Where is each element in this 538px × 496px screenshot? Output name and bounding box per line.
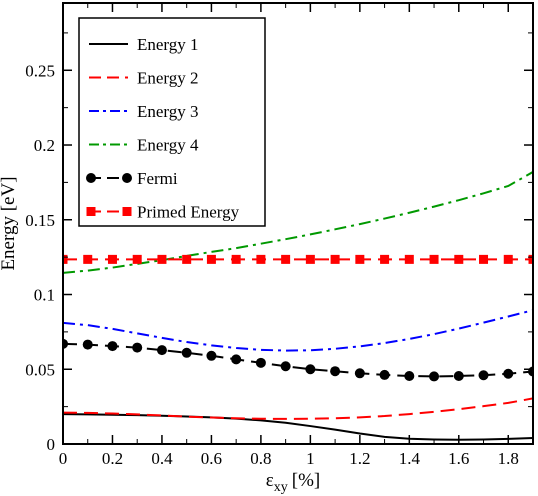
legend-label-energy-4: Energy 4	[137, 136, 199, 155]
data-point-fermi	[231, 354, 242, 365]
data-point-primed-energy	[454, 254, 464, 264]
data-point-fermi	[379, 369, 390, 380]
data-point-fermi	[107, 341, 118, 352]
y-tick-label: 0.15	[25, 211, 55, 230]
data-point-fermi	[305, 364, 316, 375]
data-point-primed-energy	[528, 254, 533, 264]
data-point-fermi	[181, 347, 192, 358]
y-tick-label: 0.25	[25, 61, 55, 80]
data-point-fermi	[429, 371, 440, 382]
legend-marker-fermi	[86, 173, 96, 183]
data-point-primed-energy	[404, 254, 414, 264]
data-point-primed-energy	[479, 254, 489, 264]
data-point-fermi	[156, 345, 167, 356]
data-point-fermi	[82, 339, 93, 350]
legend-marker-primed-energy	[122, 207, 132, 216]
x-axis-label-unit: [%]	[292, 470, 320, 491]
data-point-primed-energy	[256, 254, 266, 264]
plot-frame	[62, 2, 534, 445]
x-tick-label: 1.4	[399, 449, 421, 468]
legend-marker-fermi	[122, 173, 132, 183]
legend-label-primed-energy: Primed Energy	[137, 203, 240, 222]
series-line-energy-1	[63, 413, 533, 441]
x-tick-label: 1.8	[498, 449, 519, 468]
data-point-primed-energy	[429, 254, 439, 264]
data-point-primed-energy	[206, 254, 216, 264]
axis-ticks	[62, 3, 534, 445]
data-point-fermi	[330, 366, 341, 377]
data-point-fermi	[206, 350, 217, 361]
data-point-primed-energy	[107, 254, 117, 264]
data-point-fermi	[132, 342, 143, 353]
data-point-primed-energy	[355, 254, 365, 264]
data-point-fermi	[404, 370, 415, 381]
legend-label-energy-2: Energy 2	[137, 69, 199, 88]
series-line-fermi	[63, 342, 533, 378]
legend-box	[78, 17, 266, 227]
data-point-primed-energy	[503, 254, 513, 264]
series-line-energy-3	[63, 309, 533, 352]
data-point-primed-energy	[182, 254, 192, 264]
x-tick-label: 1.2	[349, 449, 370, 468]
legend-marker-primed-energy	[86, 207, 96, 216]
data-point-fermi	[63, 338, 68, 349]
data-point-fermi	[255, 357, 266, 368]
x-axis-label-sub: xy	[274, 480, 288, 495]
data-point-primed-energy	[305, 254, 315, 264]
data-point-fermi	[503, 368, 514, 379]
data-point-primed-energy	[380, 254, 390, 264]
x-tick-label: 1.6	[448, 449, 469, 468]
x-tick-label: 0	[59, 449, 68, 468]
x-tick-label: 0.4	[151, 449, 173, 468]
data-point-primed-energy	[330, 254, 340, 264]
data-point-primed-energy	[231, 254, 241, 264]
data-point-fermi	[354, 368, 365, 379]
x-axis-label-main: ε	[266, 470, 274, 491]
y-axis-label: Energy [eV]	[0, 176, 19, 270]
x-tick-label: 0.8	[250, 449, 271, 468]
x-axis-label: εxy [%]	[266, 470, 320, 495]
data-point-primed-energy	[63, 254, 68, 264]
y-tick-label: 0	[47, 435, 56, 454]
data-point-primed-energy	[83, 254, 93, 264]
y-tick-labels: 0 0.05 0.1 0.15 0.2 0.25	[25, 61, 55, 454]
y-tick-label: 0.05	[25, 360, 55, 379]
series-line-energy-2	[63, 397, 533, 420]
data-point-primed-energy	[281, 254, 291, 264]
legend-label-energy-1: Energy 1	[137, 35, 199, 54]
series-layer	[63, 171, 533, 441]
data-point-fermi	[280, 361, 291, 372]
data-point-primed-energy	[132, 254, 142, 264]
y-tick-label: 0.1	[34, 286, 55, 305]
x-tick-label: 1	[306, 449, 315, 468]
legend-label-fermi: Fermi	[137, 169, 178, 188]
x-tick-label: 0.2	[102, 449, 123, 468]
data-point-fermi	[453, 370, 464, 381]
legend: Energy 1 Energy 2 Energy 3 Energy 4 Fermi Pri…	[78, 17, 266, 227]
data-point-fermi	[478, 370, 489, 381]
x-tick-label: 0.6	[201, 449, 222, 468]
data-point-primed-energy	[157, 254, 167, 264]
series-clip-group	[63, 171, 533, 441]
legend-label-energy-3: Energy 3	[137, 102, 199, 121]
x-tick-labels: 0 0.2 0.4 0.6 0.8 1 1.2 1.4 1.6 1.8	[59, 449, 519, 468]
y-tick-label: 0.2	[34, 136, 55, 155]
